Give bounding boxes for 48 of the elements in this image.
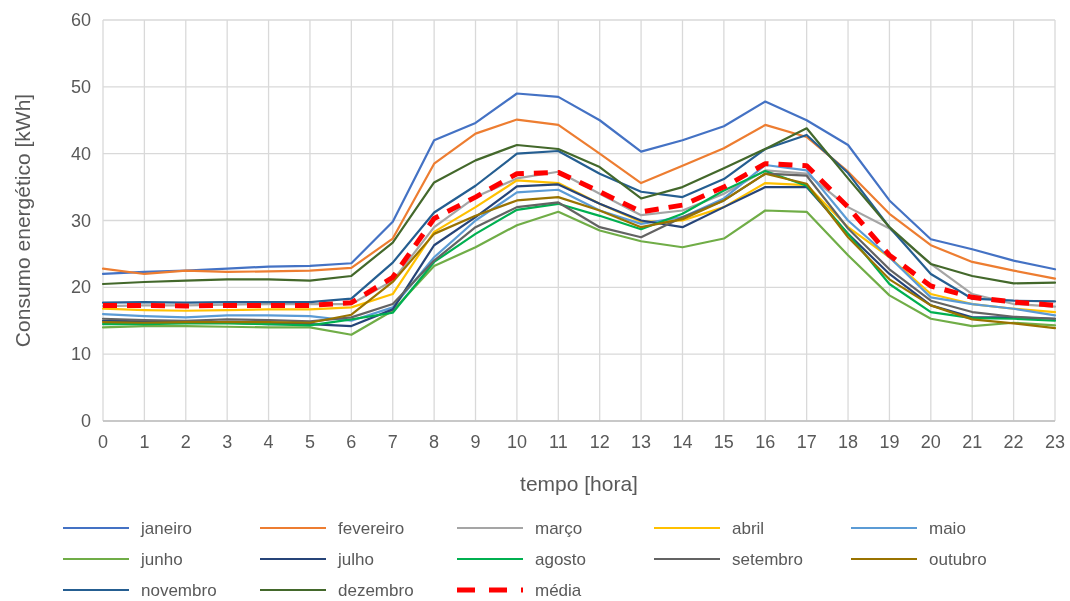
y-tick-label: 30 [70, 210, 91, 231]
y-tick-label: 10 [70, 344, 91, 365]
y-tick-label: 0 [80, 411, 91, 431]
x-tick-label: 11 [548, 432, 568, 452]
x-tick-label: 19 [879, 432, 900, 452]
x-tick-label: 8 [429, 432, 440, 452]
x-tick-label: 2 [180, 432, 191, 452]
x-axis-title: tempo [hora] [520, 472, 638, 495]
x-tick-label: 5 [304, 432, 315, 452]
x-tick-label: 1 [139, 432, 150, 452]
legend-label: janeiro [140, 519, 193, 538]
y-tick-label: 40 [70, 143, 91, 164]
legend-label: média [535, 581, 582, 600]
legend-label: novembro [141, 581, 217, 600]
legend-label: setembro [732, 550, 803, 569]
line-series [101, 209, 1057, 336]
legend-label: abril [732, 519, 765, 538]
y-tick-label: 20 [70, 277, 91, 298]
x-tick-label: 7 [387, 432, 398, 452]
x-tick-label: 15 [713, 432, 734, 452]
x-tick-label: 23 [1044, 432, 1066, 452]
x-tick-label: 6 [346, 432, 357, 452]
line-series [101, 92, 1057, 276]
x-tick-label: 3 [222, 432, 233, 452]
legend-label: março [535, 519, 583, 538]
x-tick-label: 0 [97, 432, 109, 452]
x-tick-label: 12 [589, 432, 610, 452]
x-tick-label: 9 [470, 432, 481, 452]
x-tick-label: 22 [1003, 432, 1024, 452]
x-tick-label: 20 [920, 432, 941, 452]
legend-label: outubro [929, 550, 987, 569]
x-tick-label: 4 [263, 432, 274, 452]
legend-label: dezembro [338, 581, 414, 600]
x-tick-label: 18 [838, 432, 859, 452]
legend-label: junho [140, 550, 183, 569]
legend-label: agosto [535, 550, 587, 569]
legend-label: maio [929, 519, 966, 538]
y-tick-label: 50 [70, 76, 91, 97]
x-tick-label: 17 [796, 432, 817, 452]
x-tick-label: 16 [755, 432, 776, 452]
x-tick-label: 10 [506, 432, 527, 452]
x-tick-label: 14 [672, 432, 693, 452]
legend-label: julho [337, 550, 374, 569]
y-axis-title: Consumo energético [kWh] [11, 93, 34, 348]
y-tick-label: 60 [70, 10, 91, 30]
legend-label: fevereiro [338, 519, 405, 538]
x-tick-label: 21 [962, 432, 983, 452]
x-tick-label: 13 [631, 432, 652, 452]
